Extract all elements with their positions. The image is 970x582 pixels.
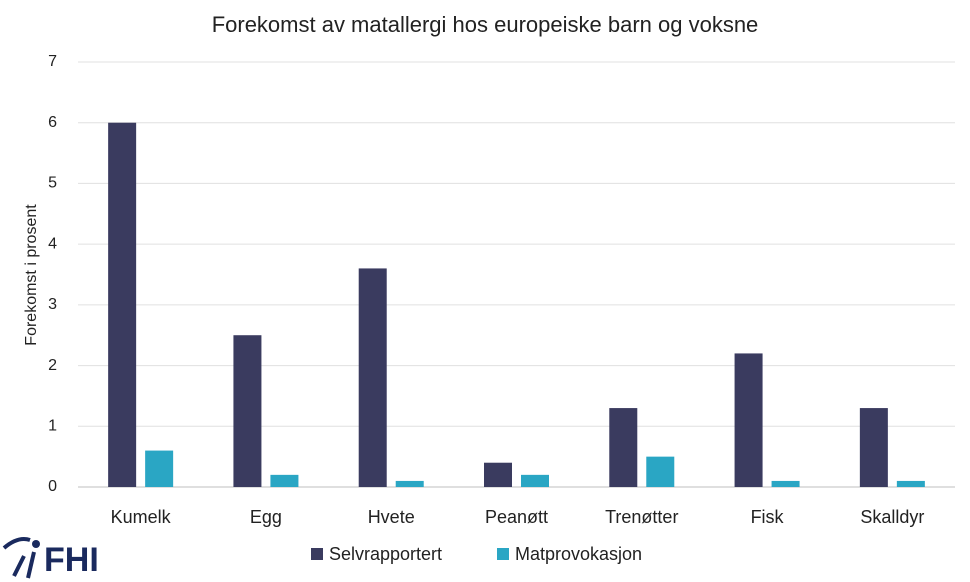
y-tick-label: 3	[48, 296, 57, 313]
y-tick-label: 0	[48, 478, 57, 495]
bar	[734, 353, 763, 487]
bar	[395, 480, 424, 487]
logo-dot	[32, 540, 40, 548]
y-tick-label: 6	[48, 114, 57, 131]
chart-title: Forekomst av matallergi hos europeiske b…	[212, 12, 759, 37]
x-tick-label: Trenøtter	[605, 507, 678, 527]
bar	[771, 480, 800, 487]
bar	[233, 335, 262, 487]
x-tick-label: Peanøtt	[485, 507, 548, 527]
y-tick-label: 1	[48, 418, 57, 435]
legend-label: Matprovokasjon	[515, 544, 642, 564]
bar	[521, 474, 549, 487]
bar	[145, 450, 174, 487]
bar	[859, 408, 888, 487]
x-tick-label: Egg	[250, 507, 282, 527]
legend-swatch	[311, 548, 323, 560]
bar	[484, 462, 512, 487]
logo-text: FHI	[44, 541, 99, 579]
bar	[896, 480, 925, 487]
logo: FHI	[2, 537, 99, 579]
x-tick-label: Kumelk	[111, 507, 172, 527]
legend-label: Selvrapportert	[329, 544, 442, 564]
x-tick-label: Fisk	[751, 507, 785, 527]
bar	[609, 408, 638, 487]
y-tick-label: 7	[48, 53, 57, 70]
y-axis-label: Forekomst i prosent	[23, 204, 40, 346]
bar	[108, 122, 137, 487]
bar	[270, 474, 299, 487]
y-tick-label: 2	[48, 357, 57, 374]
legend-swatch	[497, 548, 509, 560]
bar	[358, 268, 387, 487]
y-tick-label: 4	[48, 235, 57, 252]
logo-arc	[2, 537, 31, 550]
logo-figure	[12, 551, 36, 579]
bar	[646, 456, 675, 487]
x-tick-label: Hvete	[368, 507, 415, 527]
x-tick-label: Skalldyr	[860, 507, 924, 527]
y-tick-label: 5	[48, 175, 57, 192]
